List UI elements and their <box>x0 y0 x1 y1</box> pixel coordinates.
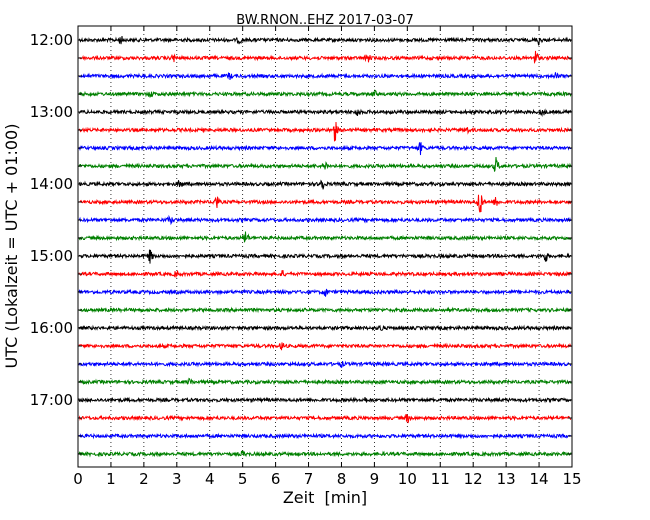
x-tick-label: 8 <box>337 470 347 488</box>
trace-line <box>78 288 572 297</box>
x-tick-label: 13 <box>497 470 516 488</box>
trace-line <box>78 396 572 404</box>
trace-line <box>78 121 572 142</box>
plot-frame <box>77 25 573 468</box>
x-tick-label: 15 <box>562 470 581 488</box>
trace-line <box>78 35 572 46</box>
y-tick-label: 16:00 <box>30 319 73 337</box>
x-tick-label: 5 <box>238 470 248 488</box>
y-axis-label: UTC (Lokalzeit = UTC + 01:00) <box>2 124 21 369</box>
x-tick-label: 2 <box>139 470 149 488</box>
x-tick-label: 9 <box>370 470 380 488</box>
x-tick-label: 12 <box>464 470 483 488</box>
y-axis-ticks: 12:00 13:00 14:00 15:00 16:00 17:00 <box>30 31 572 455</box>
trace-line <box>78 306 572 314</box>
trace-line <box>78 156 572 172</box>
trace-line <box>78 270 572 278</box>
vertical-grid <box>110 26 540 467</box>
trace-line <box>78 142 572 156</box>
y-tick-label: 17:00 <box>30 391 73 409</box>
chart-title: BW.RNON..EHZ 2017-03-07 <box>236 13 414 28</box>
y-tick-label: 13:00 <box>30 103 73 121</box>
trace-line <box>78 249 572 264</box>
trace-line <box>78 179 572 190</box>
y-tick-label: 14:00 <box>30 175 73 193</box>
trace-line <box>78 450 572 458</box>
trace-line <box>78 231 572 243</box>
trace-line <box>78 432 572 440</box>
y-tick-label: 12:00 <box>30 31 73 49</box>
x-tick-label: 14 <box>530 470 549 488</box>
x-tick-label: 1 <box>106 470 116 488</box>
trace-line <box>78 89 572 98</box>
x-tick-label: 6 <box>271 470 281 488</box>
x-tick-label: 0 <box>73 470 83 488</box>
trace-line <box>78 360 572 369</box>
x-axis-ticks: 0 1 2 3 4 5 6 7 8 9 10 11 12 13 14 15 <box>73 26 582 488</box>
trace-line <box>78 342 572 351</box>
x-tick-label: 4 <box>205 470 215 488</box>
trace-line <box>78 50 572 64</box>
x-tick-label: 7 <box>304 470 314 488</box>
seismogram-traces <box>78 35 572 458</box>
x-tick-label: 11 <box>431 470 450 488</box>
x-tick-label: 3 <box>172 470 182 488</box>
trace-line <box>78 377 572 386</box>
trace-line <box>78 413 572 424</box>
trace-line <box>78 108 572 118</box>
trace-line <box>78 72 572 81</box>
trace-line <box>78 324 572 332</box>
trace-line <box>78 214 572 226</box>
trace-line <box>78 194 572 213</box>
x-tick-label: 10 <box>398 470 417 488</box>
y-tick-label: 15:00 <box>30 247 73 265</box>
x-axis-label: Zeit [min] <box>283 488 367 507</box>
